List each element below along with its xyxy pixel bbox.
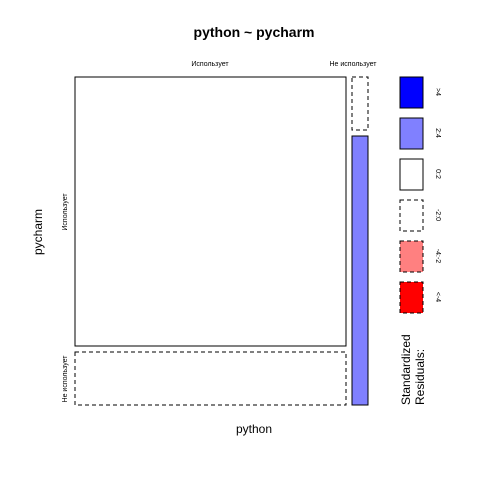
legend-label-0-2: 0:2 [434,169,441,179]
x-tick-label-not-used: Не использует [330,61,378,68]
legend-title-line-1: Standardized [399,334,413,405]
legend-label-neg4-neg2: -4:-2 [434,249,441,264]
legend-swatch-neg4-neg2 [399,240,424,273]
x-axis-label: python [236,422,272,436]
mosaic-cell-used-used [74,76,347,347]
legend-label-neg2-0: -2:0 [434,209,441,221]
y-tick-label-used: Использует [62,193,69,231]
legend-swatch-neg2-0 [399,199,424,232]
mosaic-cell-not-used-used [351,76,369,131]
mosaic-cell-not-used-not-used [351,135,369,406]
legend-title-line-2: Residuals: [413,349,427,405]
legend-swatch-gt4 [399,76,424,109]
legend-swatch-0-2 [399,158,424,191]
x-tick-label-used: Использует [191,61,229,68]
y-axis-label: pycharm [31,209,45,255]
chart-title: python ~ pycharm [194,24,315,40]
legend-swatch-2-4 [399,117,424,150]
legend-label-gt4: >4 [434,88,441,96]
legend-label-lt-neg4: <-4 [434,292,441,302]
y-tick-label-not-used: Не использует [62,355,69,403]
mosaic-cell-used-not-used [74,351,347,406]
legend-swatch-lt-neg4 [399,281,424,314]
legend-label-2-4: 2:4 [434,128,441,138]
